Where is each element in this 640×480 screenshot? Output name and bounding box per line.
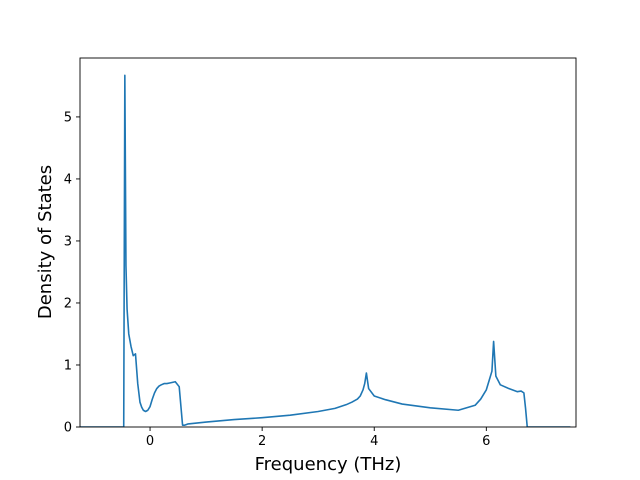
- x-tick-label: 0: [146, 434, 154, 449]
- x-tick-label: 6: [482, 434, 490, 449]
- y-axis-ticks: 0 1 2 3 4 5: [64, 110, 80, 436]
- y-tick-label: 0: [64, 421, 72, 436]
- y-tick-label: 1: [64, 358, 72, 373]
- series-line-0: [80, 74, 571, 427]
- y-tick-label: 2: [64, 296, 72, 311]
- y-axis-label: Density of States: [35, 165, 56, 319]
- y-tick-label: 4: [64, 172, 72, 187]
- x-axis-ticks: 0 2 4 6: [146, 427, 490, 449]
- y-tick-label: 5: [64, 110, 72, 125]
- x-axis-label: Frequency (THz): [255, 454, 402, 475]
- plot-area: [79, 57, 577, 428]
- plot-frame: [79, 57, 577, 428]
- y-tick-label: 3: [64, 234, 72, 249]
- x-tick-label: 4: [370, 434, 378, 449]
- x-tick-label: 2: [258, 434, 266, 449]
